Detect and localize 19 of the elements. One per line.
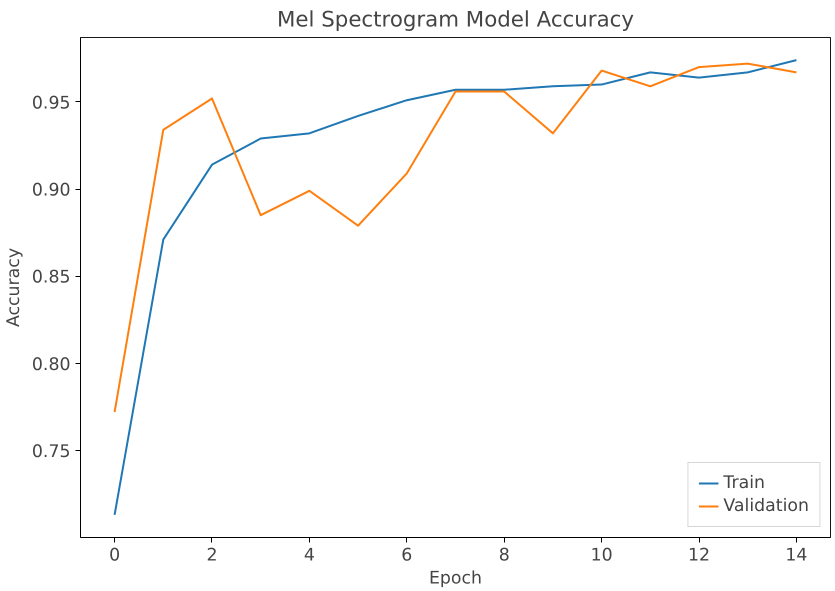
x-tick-label: 6 bbox=[401, 546, 412, 566]
x-tick-label: 2 bbox=[206, 546, 218, 566]
y-tick-label: 0.75 bbox=[32, 442, 71, 462]
legend-label: Validation bbox=[723, 496, 809, 516]
y-tick-label: 0.85 bbox=[32, 268, 71, 288]
y-axis-title: Accuracy bbox=[4, 248, 24, 328]
x-tick-label: 12 bbox=[688, 546, 710, 566]
y-tick-label: 0.90 bbox=[32, 180, 71, 201]
y-tick-label: 0.80 bbox=[32, 354, 71, 375]
x-tick-label: 8 bbox=[498, 546, 510, 566]
x-tick-label: 0 bbox=[109, 546, 120, 566]
x-tick-label: 14 bbox=[785, 546, 808, 566]
legend-label: Train bbox=[723, 473, 765, 493]
x-axis-title: Epoch bbox=[428, 568, 482, 588]
chart-title: Mel Spectrogram Model Accuracy bbox=[277, 8, 634, 32]
x-tick-label: 10 bbox=[590, 546, 613, 566]
x-tick-label: 4 bbox=[304, 546, 315, 566]
line-series bbox=[114, 62, 798, 414]
y-tick-label: 0.95 bbox=[32, 93, 71, 114]
